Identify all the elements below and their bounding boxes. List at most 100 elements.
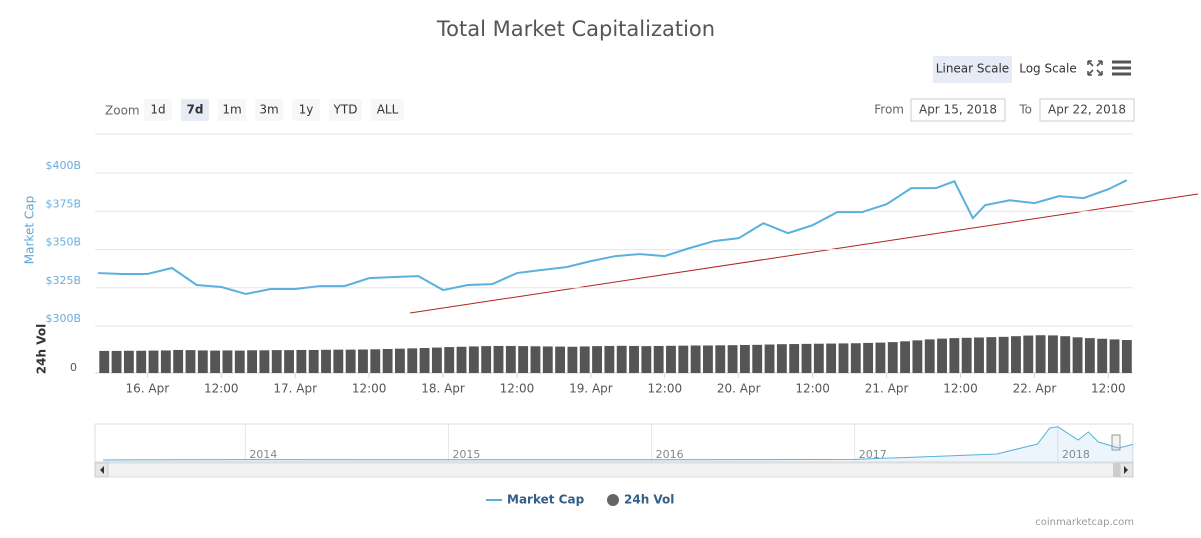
volume-bar	[197, 350, 208, 373]
x-tick-label: 12:00	[795, 382, 830, 396]
volume-bar	[395, 348, 405, 373]
volume-bar	[1097, 338, 1108, 373]
volume-bar	[518, 346, 529, 373]
volume-bar	[727, 345, 738, 373]
market-cap-line	[98, 179, 1128, 296]
volume-bar	[308, 349, 319, 373]
volume-bar	[136, 350, 147, 373]
zoom-button-label[interactable]: 1y	[299, 103, 314, 117]
zoom-button[interactable]	[371, 99, 404, 121]
volume-bar	[937, 338, 947, 373]
x-tick-label: 16. Apr	[126, 382, 170, 396]
scale-button-label[interactable]: Log Scale	[1019, 62, 1077, 76]
volume-bar	[431, 347, 442, 373]
volume-bar	[234, 350, 245, 373]
zoom-button-label[interactable]: ALL	[377, 103, 399, 117]
volume-bar	[998, 336, 1009, 373]
zoom-button[interactable]	[181, 99, 209, 121]
volume-bar	[863, 342, 874, 373]
volume-bar	[641, 346, 652, 373]
navigator-tick-label: 2014	[249, 448, 277, 461]
volume-bar	[616, 345, 627, 373]
volume-bar	[764, 344, 775, 373]
volume-bar	[222, 350, 233, 373]
y-tick-label: $300B	[45, 312, 81, 325]
credit: coinmarketcap.com	[1035, 517, 1134, 528]
volume-bar	[419, 348, 430, 373]
volume-bar	[567, 346, 578, 373]
zoom-button[interactable]	[144, 99, 172, 121]
fullscreen-icon[interactable]	[1087, 60, 1103, 76]
scale-button-label[interactable]: Linear Scale	[936, 62, 1009, 76]
from-value[interactable]: Apr 15, 2018	[919, 103, 997, 117]
volume-bar	[801, 343, 812, 373]
legend-label[interactable]: Market Cap	[507, 493, 585, 507]
scale-button[interactable]	[1014, 56, 1082, 83]
navigator-tick-label: 2016	[656, 448, 684, 461]
volume-bar	[247, 350, 258, 373]
y-tick-label: $325B	[45, 274, 81, 287]
volume-bar	[173, 349, 184, 373]
volume-bar	[1035, 335, 1046, 373]
zoom-button[interactable]	[218, 99, 246, 121]
volume-bar	[653, 345, 664, 373]
volume-bar	[160, 350, 171, 373]
y-tick-label: $350B	[45, 236, 81, 249]
zoom-button-label[interactable]: 3m	[259, 103, 278, 117]
x-tick-label: 20. Apr	[717, 382, 761, 396]
volume-bar	[530, 346, 541, 373]
zoom-button-label[interactable]: 7d	[187, 103, 204, 117]
volume-bar	[961, 337, 972, 373]
zoom-button-label[interactable]: YTD	[333, 103, 358, 117]
volume-bar	[505, 345, 516, 373]
volume-bar	[813, 343, 824, 373]
volume-bar	[210, 350, 221, 373]
scroll-thumb[interactable]	[1113, 463, 1120, 477]
volume-bar	[986, 337, 997, 373]
chart-title: Total Market Capitalization	[436, 17, 715, 41]
trend-line	[409, 193, 1199, 314]
volume-bar	[542, 346, 553, 373]
x-tick-label: 12:00	[204, 382, 239, 396]
volume-bar	[296, 349, 307, 373]
volume-bar	[1109, 339, 1120, 373]
volume-bar	[592, 346, 602, 373]
y2-tick-label: 0	[70, 361, 77, 374]
volume-bar	[1047, 335, 1058, 373]
zoom-button[interactable]	[255, 99, 283, 121]
volume-bar	[382, 349, 393, 373]
volume-bar	[887, 342, 898, 373]
volume-bar	[148, 350, 159, 373]
to-value[interactable]: Apr 22, 2018	[1048, 103, 1126, 117]
legend-label[interactable]: 24h Vol	[624, 493, 674, 507]
scroll-right-arrow	[1124, 466, 1128, 474]
volume-bar	[715, 345, 726, 373]
scale-button[interactable]	[933, 56, 1012, 83]
zoom-button-label[interactable]: 1m	[222, 103, 241, 117]
volume-bar	[629, 345, 639, 373]
navigator-area	[103, 426, 1133, 462]
to-input[interactable]	[1039, 98, 1135, 122]
navigator-handle[interactable]	[1111, 434, 1121, 451]
menu-icon[interactable]	[1112, 60, 1131, 76]
volume-bar	[185, 350, 196, 373]
volume-bar	[1060, 336, 1071, 373]
navigator-tick-label: 2017	[859, 448, 887, 461]
volume-bar	[468, 346, 479, 373]
zoom-button[interactable]	[292, 99, 320, 121]
zoom-button[interactable]	[329, 99, 362, 121]
x-tick-label: 21. Apr	[865, 382, 909, 396]
navigator-frame	[94, 423, 1134, 463]
from-input[interactable]	[910, 98, 1006, 122]
volume-bar	[1121, 340, 1132, 373]
volume-bar	[949, 338, 960, 373]
volume-bar	[407, 348, 418, 373]
volume-bar	[666, 345, 676, 373]
volume-bar	[481, 346, 492, 373]
y-tick-label: $400B	[45, 159, 81, 172]
y-axis-title: Market Cap	[23, 196, 37, 264]
zoom-button-label[interactable]: 1d	[150, 103, 165, 117]
x-tick-label: 12:00	[352, 382, 387, 396]
scrollbar[interactable]	[94, 462, 1134, 478]
